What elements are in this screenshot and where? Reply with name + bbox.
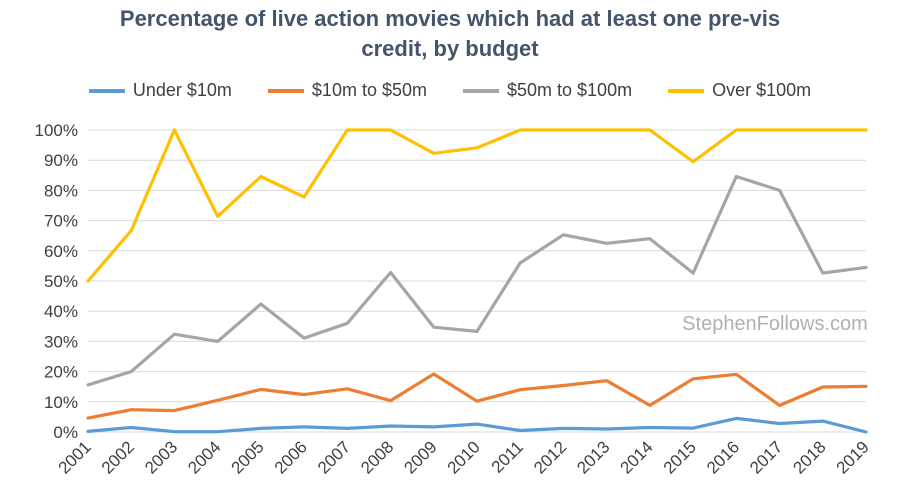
x-tick-label: 2012 xyxy=(530,437,570,477)
legend-swatch-10m-to-50m xyxy=(267,88,304,93)
legend-swatch-under-10m xyxy=(88,88,125,93)
legend-item-50m-to-100m: $50m to $100m xyxy=(463,80,632,101)
x-tick-label: 2008 xyxy=(357,437,397,477)
legend-item-10m-to-50m: $10m to $50m xyxy=(267,80,427,101)
chart-title: Percentage of live action movies which h… xyxy=(0,4,900,64)
x-tick-label: 2013 xyxy=(573,437,613,477)
y-tick-label: 50% xyxy=(44,272,78,291)
legend-swatch-50m-to-100m xyxy=(463,88,499,93)
series-line-50m-to-100m xyxy=(86,174,868,387)
x-tick-label: 2001 xyxy=(55,437,95,477)
series-line-10m-to-50m xyxy=(86,372,868,420)
y-tick-label: 80% xyxy=(44,181,78,200)
series-line-under-10m xyxy=(86,416,868,434)
x-tick-label: 2018 xyxy=(789,437,829,477)
x-tick-label: 2005 xyxy=(228,437,268,477)
x-tick-label: 2015 xyxy=(660,437,700,477)
chart-legend: Under $10m $10m to $50m $50m to $100m Ov… xyxy=(0,80,900,101)
legend-item-under-10m: Under $10m xyxy=(88,80,232,101)
x-axis-ticks: 2001 2002 2003 2004 2005 2006 2007 2008 2009 2010… xyxy=(55,437,873,477)
series-lines xyxy=(86,128,868,434)
x-tick-label: 2017 xyxy=(746,437,786,477)
legend-item-over-100m: Over $100m xyxy=(668,80,811,101)
chart-title-line-2: credit, by budget xyxy=(361,36,539,61)
x-tick-label: 2010 xyxy=(444,437,484,477)
y-tick-label: 40% xyxy=(44,302,78,321)
y-tick-label: 70% xyxy=(44,212,78,231)
grid-lines xyxy=(88,129,866,433)
x-tick-label: 2016 xyxy=(703,437,743,477)
x-tick-label: 2002 xyxy=(98,437,138,477)
legend-swatch-over-100m xyxy=(668,88,705,93)
series-line-over-100m xyxy=(86,128,868,283)
y-tick-label: 0% xyxy=(53,423,78,442)
y-tick-label: 60% xyxy=(44,242,78,261)
x-tick-label: 2009 xyxy=(400,437,440,477)
chart-title-line-1: Percentage of live action movies which h… xyxy=(119,6,781,31)
watermark-text: StephenFollows.com xyxy=(682,313,868,335)
legend-label-under-10m: Under $10m xyxy=(132,80,232,100)
y-axis-ticks: 0% 10% 20% 30% 40% 50% 60% 70% 80% 90% 100% xyxy=(35,121,78,442)
x-tick-label: 2014 xyxy=(617,437,657,477)
legend-label-over-100m: Over $100m xyxy=(712,80,812,100)
x-tick-label: 2011 xyxy=(488,437,527,476)
y-tick-label: 100% xyxy=(35,121,78,140)
x-tick-label: 2004 xyxy=(184,437,224,477)
x-tick-label: 2006 xyxy=(271,437,311,477)
legend-label-10m-to-50m: $10m to $50m xyxy=(311,80,427,100)
y-tick-label: 30% xyxy=(44,332,78,351)
x-tick-label: 2003 xyxy=(141,437,181,477)
y-tick-label: 20% xyxy=(44,363,78,382)
y-tick-label: 90% xyxy=(44,151,78,170)
legend-label-50m-to-100m: $50m to $100m xyxy=(507,80,633,100)
x-tick-label: 2019 xyxy=(833,437,873,477)
y-tick-label: 10% xyxy=(44,393,78,412)
x-tick-label: 2007 xyxy=(314,437,354,477)
